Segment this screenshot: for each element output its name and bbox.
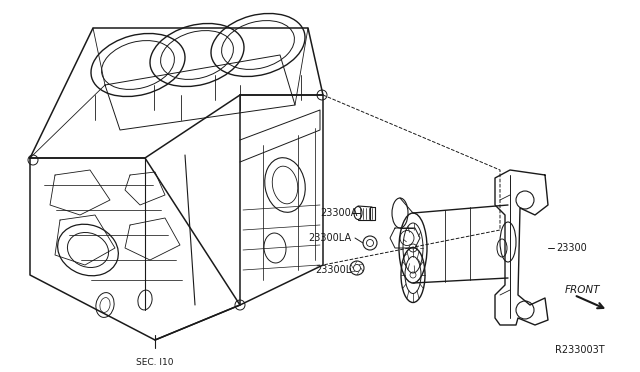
Text: SEC. I10: SEC. I10: [136, 358, 173, 367]
Text: 23300: 23300: [556, 243, 587, 253]
Text: 23300A: 23300A: [320, 208, 357, 218]
Text: R233003T: R233003T: [555, 345, 605, 355]
Text: 23300LA: 23300LA: [308, 233, 351, 243]
Text: 23300L: 23300L: [315, 265, 351, 275]
Text: FRONT: FRONT: [565, 285, 600, 295]
